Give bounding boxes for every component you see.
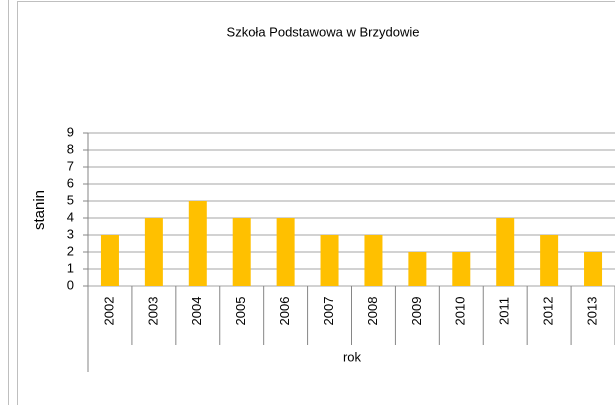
chart-border [17,1,615,405]
x-tick-label: 2002 [101,297,116,326]
y-tick-label: 8 [67,141,74,156]
bar [584,252,603,286]
y-axis-label: stanin [31,190,48,230]
bar [496,218,515,286]
bar [320,235,339,286]
bar [188,201,207,286]
y-tick-label: 0 [67,277,74,292]
bar [276,218,295,286]
x-tick-label: 2012 [541,297,556,326]
y-tick-label: 7 [67,158,74,173]
bar [144,218,163,286]
y-tick-label: 6 [67,175,74,190]
x-tick-label: 2009 [409,297,424,326]
y-tick-label: 1 [67,260,74,275]
x-axis-label: rok [343,349,362,364]
x-tick-label: 2008 [365,297,380,326]
y-tick-label: 5 [67,192,74,207]
bar [364,235,383,286]
bar [100,235,119,286]
y-tick-label: 2 [67,243,74,258]
bar [540,235,559,286]
x-tick-label: 2010 [453,297,468,326]
bar [408,252,427,286]
bar [452,252,471,286]
x-tick-label: 2005 [233,297,248,326]
x-tick-label: 2004 [189,297,204,326]
x-tick-label: 2003 [145,297,160,326]
x-tick-label: 2013 [584,297,599,326]
bar [232,218,251,286]
chart-title: Szkoła Podstawowa w Brzydowie [227,24,420,39]
y-tick-label: 3 [67,226,74,241]
y-tick-label: 4 [67,209,74,224]
x-tick-label: 2007 [321,297,336,326]
y-tick-label: 9 [67,124,74,139]
x-tick-label: 2011 [497,297,512,325]
x-tick-label: 2006 [277,297,292,326]
